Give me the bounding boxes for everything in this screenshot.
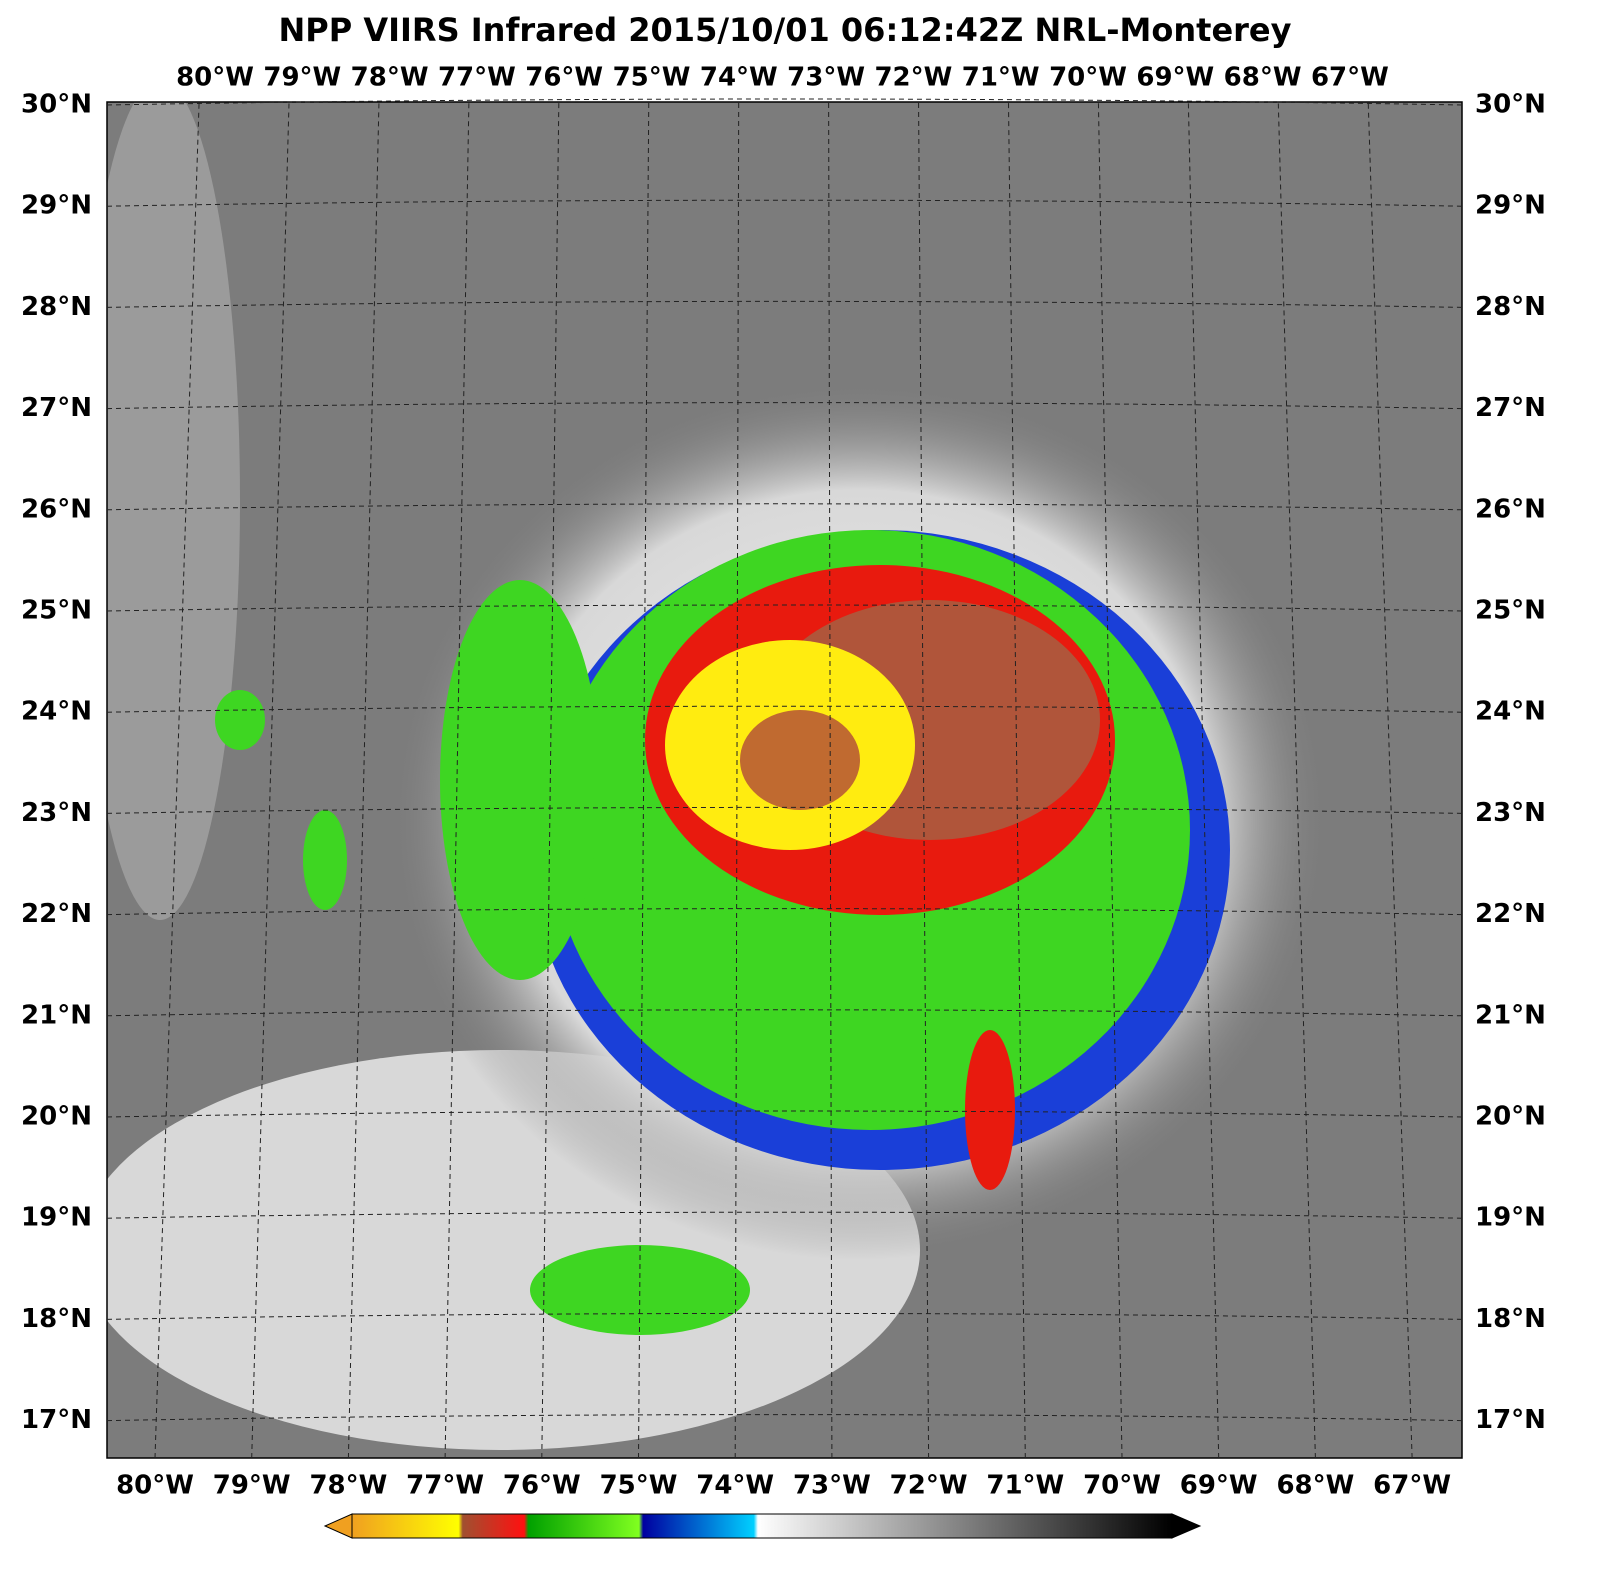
- longitude-label: 77°W: [438, 63, 516, 93]
- latitude-label: 27°N: [21, 393, 92, 423]
- longitude-label: 77°W: [406, 1471, 484, 1501]
- latitude-label: 28°N: [21, 292, 92, 322]
- parallel: [106, 705, 1463, 713]
- meridian: [1007, 101, 1026, 1459]
- latitude-label: 20°N: [21, 1102, 92, 1132]
- latitude-label: 18°N: [1475, 1304, 1546, 1334]
- longitude-label: 76°W: [503, 1471, 581, 1501]
- longitude-label: 71°W: [962, 63, 1040, 93]
- graticule: [106, 98, 1463, 1459]
- latitude-label: 26°N: [21, 494, 92, 524]
- latitude-label: 23°N: [1475, 798, 1546, 828]
- longitude-label: 67°W: [1311, 63, 1389, 93]
- longitude-label: 72°W: [874, 63, 952, 93]
- latitude-label: 19°N: [1475, 1203, 1546, 1233]
- longitude-label: 75°W: [600, 1471, 678, 1501]
- latitude-label: 19°N: [21, 1203, 92, 1233]
- longitude-label: 75°W: [613, 63, 691, 93]
- latitude-label: 25°N: [1475, 596, 1546, 626]
- latitude-label: 21°N: [21, 1000, 92, 1030]
- parallel: [106, 806, 1463, 814]
- colorbar: [323, 1513, 1202, 1539]
- parallel: [106, 908, 1463, 916]
- longitude-label: 80°W: [176, 63, 254, 93]
- meridian: [251, 101, 290, 1459]
- parallel: [106, 604, 1463, 612]
- title: NPP VIIRS Infrared 2015/10/01 06:12:42Z …: [279, 11, 1292, 49]
- parallel: [106, 1312, 1463, 1320]
- latitude-label: 21°N: [1475, 1000, 1546, 1030]
- latitude-label: 17°N: [21, 1405, 92, 1435]
- latitude-label: 20°N: [1475, 1102, 1546, 1132]
- parallel: [106, 300, 1463, 308]
- longitude-label: 68°W: [1276, 1471, 1354, 1501]
- latitude-label: 28°N: [1475, 292, 1546, 322]
- meridian: [828, 101, 833, 1459]
- meridian: [1187, 101, 1220, 1459]
- latitude-label: 24°N: [1475, 697, 1546, 727]
- latitude-label: 26°N: [1475, 494, 1546, 524]
- latitude-label: 23°N: [21, 798, 92, 828]
- meridian: [347, 101, 380, 1459]
- parallel: [106, 402, 1463, 410]
- longitude-label: 78°W: [351, 63, 429, 93]
- longitude-label: 79°W: [263, 63, 341, 93]
- longitude-label: 74°W: [696, 1471, 774, 1501]
- longitude-label: 69°W: [1180, 1471, 1258, 1501]
- longitude-label: 73°W: [787, 63, 865, 93]
- longitude-label: 80°W: [116, 1471, 194, 1501]
- longitude-label: 78°W: [309, 1471, 387, 1501]
- parallel: [106, 1211, 1463, 1219]
- latitude-label: 30°N: [21, 90, 92, 120]
- meridian: [734, 101, 740, 1459]
- meridian: [1277, 101, 1316, 1459]
- longitude-label: 72°W: [890, 1471, 968, 1501]
- meridian: [444, 101, 470, 1459]
- longitude-label: 79°W: [213, 1471, 291, 1501]
- meridian: [541, 101, 560, 1459]
- latitude-label: 18°N: [21, 1304, 92, 1334]
- latitude-label: 29°N: [21, 191, 92, 221]
- latitude-label: 25°N: [21, 596, 92, 626]
- parallel: [106, 1009, 1463, 1017]
- longitude-label: 68°W: [1224, 63, 1302, 93]
- latitude-label: 24°N: [21, 697, 92, 727]
- meridian: [154, 101, 200, 1459]
- latitude-label: 22°N: [21, 899, 92, 929]
- meridian: [1367, 101, 1413, 1459]
- longitude-label: 76°W: [525, 63, 603, 93]
- parallel: [106, 199, 1463, 207]
- meridian: [1097, 101, 1123, 1459]
- latitude-label: 30°N: [1475, 90, 1546, 120]
- parallel: [106, 503, 1463, 511]
- latitude-label: 17°N: [1475, 1405, 1546, 1435]
- longitude-label: 74°W: [700, 63, 778, 93]
- meridian: [918, 101, 930, 1459]
- latitude-label: 27°N: [1475, 393, 1546, 423]
- longitude-label: 73°W: [793, 1471, 871, 1501]
- meridian: [638, 101, 650, 1459]
- longitude-label: 71°W: [986, 1471, 1064, 1501]
- map-frame: [106, 101, 1463, 1459]
- longitude-label: 67°W: [1373, 1471, 1451, 1501]
- latitude-label: 22°N: [1475, 899, 1546, 929]
- longitude-label: 70°W: [1083, 1471, 1161, 1501]
- parallel: [106, 1414, 1463, 1422]
- parallel: [106, 1110, 1463, 1118]
- parallel: [106, 98, 1463, 106]
- longitude-label: 69°W: [1136, 63, 1214, 93]
- longitude-label: 70°W: [1049, 63, 1127, 93]
- latitude-label: 29°N: [1475, 191, 1546, 221]
- satellite-image: [107, 102, 1462, 1458]
